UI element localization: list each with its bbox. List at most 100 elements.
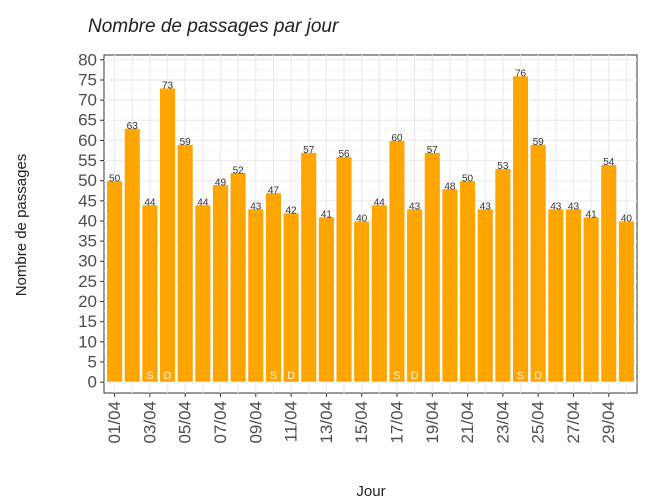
y-tick-label: 60 <box>78 131 97 150</box>
value-label: 41 <box>586 210 598 221</box>
value-label: 43 <box>409 202 421 213</box>
value-label: 73 <box>162 81 174 92</box>
bar <box>529 144 547 383</box>
y-axis-title: Nombre de passages <box>13 154 30 297</box>
x-tick-label: 03/04 <box>140 401 159 444</box>
value-label: 60 <box>391 133 403 144</box>
bar <box>247 208 265 383</box>
value-label: 47 <box>268 185 280 196</box>
day-label: S <box>393 370 400 382</box>
bar <box>194 204 212 383</box>
bar <box>459 180 476 383</box>
value-label: 59 <box>533 137 545 148</box>
bar <box>318 216 335 383</box>
value-label: 57 <box>303 145 315 156</box>
value-label: 43 <box>568 202 580 213</box>
x-tick-label: 05/04 <box>176 401 195 444</box>
bar <box>123 127 141 383</box>
bar <box>370 204 388 383</box>
value-label: 53 <box>497 161 509 172</box>
value-label: 41 <box>321 210 333 221</box>
value-label: 49 <box>215 177 227 188</box>
y-tick-label: 35 <box>78 232 97 251</box>
value-label: 52 <box>233 165 245 176</box>
bar <box>353 220 371 383</box>
day-label: D <box>411 370 419 382</box>
bar <box>600 164 618 383</box>
day-label: D <box>534 370 542 382</box>
y-tick-label: 80 <box>78 50 97 69</box>
x-tick-label: 19/04 <box>423 401 442 444</box>
bar <box>106 180 123 383</box>
value-label: 40 <box>621 214 633 225</box>
x-tick-label: 27/04 <box>564 401 583 444</box>
chart-title: Nombre de passages par jour <box>88 16 339 37</box>
value-label: 44 <box>374 198 386 209</box>
bar <box>441 188 459 383</box>
bar <box>300 152 318 383</box>
bar <box>176 144 194 383</box>
bar <box>335 156 353 383</box>
x-tick-label: 17/04 <box>387 401 406 444</box>
x-tick-label: 01/04 <box>105 401 124 444</box>
y-tick-label: 55 <box>78 151 97 170</box>
x-tick-label: 09/04 <box>246 401 265 444</box>
value-label: 44 <box>144 198 156 209</box>
bar <box>565 208 582 383</box>
bar <box>618 220 635 383</box>
y-tick-label: 70 <box>78 91 97 110</box>
day-label: S <box>517 370 524 382</box>
bar <box>265 192 282 383</box>
bar <box>388 140 406 383</box>
value-label: 44 <box>197 198 209 209</box>
value-label: 63 <box>127 121 139 132</box>
x-tick-label: 25/04 <box>529 401 548 444</box>
x-tick-label: 15/04 <box>352 401 371 444</box>
x-tick-label: 11/04 <box>282 401 301 442</box>
bar <box>423 152 441 383</box>
bar <box>159 87 176 383</box>
bar <box>547 208 565 383</box>
bar <box>212 184 229 383</box>
y-tick-label: 40 <box>78 211 97 230</box>
day-label: S <box>146 370 153 382</box>
bar <box>582 216 600 383</box>
bar <box>406 208 423 383</box>
bar <box>141 204 159 383</box>
value-label: 59 <box>180 137 192 148</box>
value-label: 40 <box>356 214 368 225</box>
value-label: 50 <box>109 173 121 184</box>
value-label: 42 <box>286 206 298 217</box>
value-label: 76 <box>515 69 527 80</box>
value-label: 57 <box>427 145 439 156</box>
y-tick-label: 10 <box>78 332 97 351</box>
x-tick-label: 23/04 <box>493 401 512 444</box>
y-tick-label: 50 <box>78 171 97 190</box>
y-tick-label: 15 <box>78 312 97 331</box>
x-tick-label: 29/04 <box>599 401 618 444</box>
x-tick-label: 21/04 <box>458 401 477 444</box>
y-tick-label: 0 <box>88 373 97 392</box>
day-label: D <box>287 370 295 382</box>
bar <box>229 172 247 383</box>
bar <box>282 212 300 383</box>
value-label: 56 <box>338 149 350 160</box>
x-tick-label: 07/04 <box>211 401 230 444</box>
value-label: 43 <box>480 202 492 213</box>
x-tick-label: 13/04 <box>317 401 336 444</box>
value-label: 43 <box>550 202 562 213</box>
bar <box>494 168 512 383</box>
value-label: 43 <box>250 202 262 213</box>
day-label: S <box>270 370 277 382</box>
y-tick-label: 45 <box>78 191 97 210</box>
value-label: 48 <box>444 181 456 192</box>
value-label: 50 <box>462 173 474 184</box>
day-label: D <box>164 370 172 382</box>
x-axis-title: Jour <box>356 483 385 500</box>
y-tick-label: 5 <box>88 352 97 371</box>
y-tick-label: 25 <box>78 272 97 291</box>
bar <box>512 75 529 383</box>
y-tick-label: 75 <box>78 70 97 89</box>
y-tick-label: 65 <box>78 111 97 130</box>
